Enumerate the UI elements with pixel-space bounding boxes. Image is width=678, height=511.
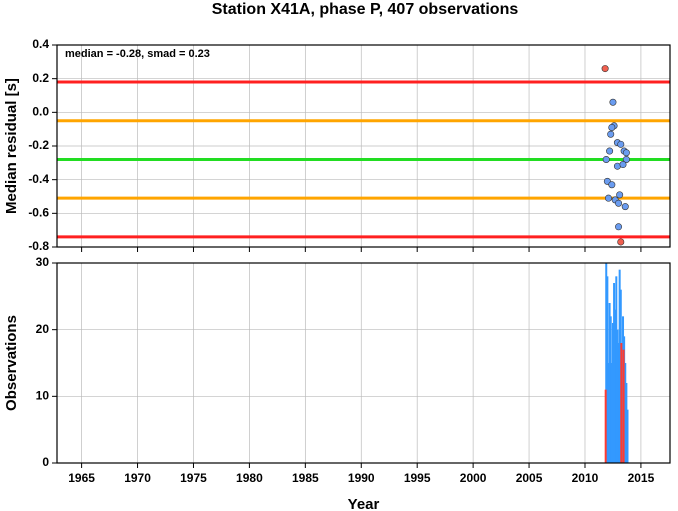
plot-frame: [56, 44, 671, 248]
y-tick-label: 0.2: [32, 71, 49, 85]
point: [617, 140, 625, 148]
point: [607, 130, 615, 138]
bar: [617, 343, 620, 463]
bar: [615, 276, 618, 463]
x-tick-label: 1985: [292, 471, 319, 485]
bar: [604, 389, 607, 463]
bar: [608, 303, 611, 463]
y-tick-label: -0.2: [28, 138, 49, 152]
point: [615, 223, 623, 231]
x-tick-label: 1970: [124, 471, 151, 485]
y-tick-label: 30: [36, 255, 50, 269]
x-axis-label: Year: [348, 496, 380, 511]
point: [609, 98, 617, 106]
x-tick-label: 1965: [68, 471, 95, 485]
point: [621, 203, 629, 211]
y-tick-label: -0.6: [28, 206, 49, 220]
y-tick-label: -0.8: [28, 239, 49, 253]
point: [606, 147, 614, 155]
y-tick-label: -0.4: [28, 172, 49, 186]
y-tick-label: 0: [42, 455, 49, 469]
chart-title: Station X41A, phase P, 407 observations: [212, 1, 519, 18]
point: [608, 123, 616, 131]
annotation: median = -0.28, smad = 0.23: [65, 48, 210, 60]
bar: [606, 276, 609, 463]
x-tick-label: 2005: [516, 471, 543, 485]
bar: [618, 269, 621, 463]
point: [622, 155, 630, 163]
plot-frame: [56, 262, 671, 464]
point: [601, 65, 609, 73]
x-tick-label: 1990: [348, 471, 375, 485]
point: [602, 155, 610, 163]
point: [608, 181, 616, 189]
bar: [607, 363, 610, 463]
bar: [614, 309, 617, 463]
x-tick-label: 2015: [628, 471, 655, 485]
y-tick-label: 20: [36, 322, 50, 336]
y-axis-label: Median residual [s]: [3, 78, 20, 214]
bar: [626, 409, 629, 463]
x-tick-label: 1975: [180, 471, 207, 485]
y-tick-label: 0.0: [32, 105, 49, 119]
bar: [616, 329, 619, 463]
point: [622, 149, 630, 157]
bar: [613, 283, 616, 463]
bar: [625, 383, 628, 463]
bar: [611, 323, 614, 463]
point: [617, 238, 625, 246]
bar: [605, 263, 608, 463]
bar: [610, 363, 613, 463]
bar: [609, 316, 612, 463]
bar: [624, 363, 627, 463]
y-tick-label: 0.4: [32, 37, 49, 51]
x-tick-label: 1980: [236, 471, 263, 485]
x-tick-label: 2010: [572, 471, 599, 485]
x-tick-label: 2000: [460, 471, 487, 485]
y-axis-label: Observations: [3, 315, 20, 411]
point: [616, 191, 624, 199]
point: [619, 161, 627, 169]
bar: [622, 349, 625, 463]
bar: [620, 343, 623, 463]
point: [604, 194, 612, 202]
point: [615, 199, 623, 207]
y-tick-label: 10: [36, 389, 50, 403]
x-tick-label: 1995: [404, 471, 431, 485]
